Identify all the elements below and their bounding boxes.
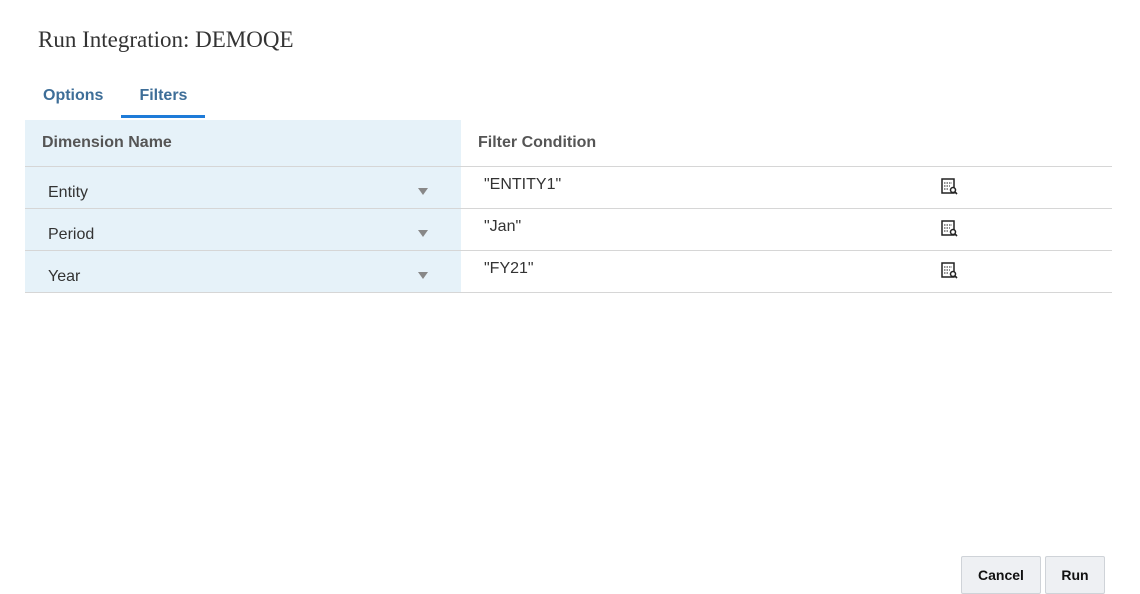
member-selector-icon[interactable] (941, 220, 958, 241)
table-header-row: Dimension Name Filter Condition (25, 120, 1112, 167)
header-dimension-name: Dimension Name (25, 120, 461, 167)
tab-bar: Options Filters (25, 80, 206, 118)
table-row: Entity "ENTITY1" (25, 166, 1112, 209)
dimension-value: Period (48, 225, 95, 243)
filter-condition-input[interactable]: "FY21" (461, 250, 940, 293)
member-selector-icon[interactable] (941, 178, 958, 199)
dimension-select[interactable]: Year (25, 250, 461, 293)
dimension-value: Entity (48, 183, 89, 201)
table-row: Year "FY21" (25, 250, 1112, 293)
tab-options[interactable]: Options (43, 87, 104, 104)
chevron-down-icon[interactable] (418, 272, 428, 279)
table-row: Period "Jan" (25, 208, 1112, 251)
run-button[interactable]: Run (1045, 556, 1105, 594)
dimension-value: Year (48, 267, 81, 285)
dimension-select[interactable]: Period (25, 208, 461, 251)
member-selector-button[interactable] (940, 250, 1112, 293)
filter-condition-input[interactable]: "Jan" (461, 208, 940, 251)
member-selector-button[interactable] (940, 208, 1112, 251)
filters-table: Dimension Name Filter Condition Entity "… (25, 120, 1112, 293)
cancel-button[interactable]: Cancel (961, 556, 1041, 594)
chevron-down-icon[interactable] (418, 230, 428, 237)
filter-condition-input[interactable]: "ENTITY1" (461, 166, 940, 209)
tab-filters[interactable]: Filters (121, 80, 206, 118)
dialog-title: Run Integration: DEMOQE (38, 27, 294, 52)
dimension-select[interactable]: Entity (25, 166, 461, 209)
member-selector-icon[interactable] (941, 262, 958, 283)
member-selector-button[interactable] (940, 166, 1112, 209)
chevron-down-icon[interactable] (418, 188, 428, 195)
header-filter-condition: Filter Condition (461, 120, 1112, 167)
